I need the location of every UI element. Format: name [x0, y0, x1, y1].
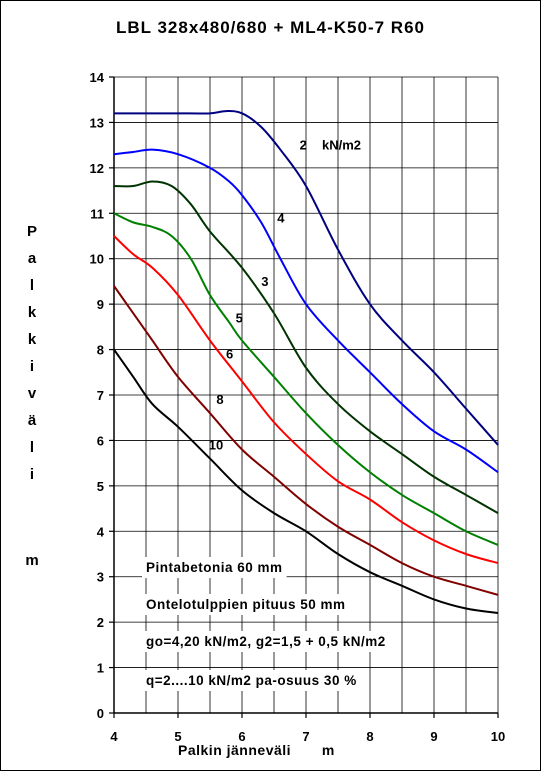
curve-label: 10 — [209, 438, 223, 453]
annotations: Pintabetonia 60 mm Ontelotulppien pituus … — [142, 557, 390, 691]
y-tick-label: 14 — [90, 70, 105, 85]
y-tick-label: 11 — [90, 206, 104, 221]
annotation-box — [142, 631, 390, 652]
series-line-6 — [113, 285, 499, 596]
y-tick-label: 3 — [97, 570, 104, 585]
x-tick-label: 6 — [238, 729, 245, 744]
x-tick-label: 4 — [110, 729, 118, 744]
annotation-box — [142, 594, 350, 615]
chart-title: LBL 328x480/680 + ML4-K50-7 R60 — [116, 18, 425, 37]
y-axis-label-letter: l — [29, 439, 35, 456]
y-tick-label: 4 — [97, 524, 105, 539]
curve-label: 2 — [300, 138, 307, 153]
y-axis-label-letter: v — [27, 385, 37, 402]
series-lines — [113, 110, 499, 615]
y-tick-label: 10 — [90, 252, 104, 267]
series-line-1 — [113, 110, 499, 446]
x-axis-unit: m — [321, 742, 335, 758]
y-axis-label-letter: k — [27, 304, 37, 321]
series-line-7 — [113, 348, 499, 615]
y-tick-label: 12 — [90, 161, 104, 176]
x-tick-label: 8 — [366, 729, 373, 744]
annotation-text: Pintabetonia 60 mm — [146, 560, 283, 575]
curve-label: 8 — [216, 392, 223, 407]
y-axis-unit: m — [25, 552, 39, 569]
x-axis-title: Palkin jänneväli — [178, 742, 292, 758]
x-tick-label: 9 — [430, 729, 437, 744]
curve-label: 5 — [236, 310, 243, 325]
y-tick-label: 6 — [97, 433, 104, 448]
y-tick-label: 2 — [97, 615, 104, 630]
y-tick-label: 5 — [97, 479, 104, 494]
x-tick-label: 10 — [491, 729, 505, 744]
curve-labels: 2 kN/m2 4 3 5 6 8 10 — [209, 138, 361, 453]
curve-label: kN/m2 — [322, 138, 361, 153]
y-axis-label-letter: l — [29, 277, 35, 294]
x-tick-label: 5 — [174, 729, 181, 744]
series-line-5 — [113, 235, 499, 565]
y-tick-label: 9 — [97, 297, 104, 312]
x-tick-label: 7 — [302, 729, 309, 744]
y-axis-label-letter: a — [27, 250, 37, 267]
y-tick-label: 7 — [97, 388, 104, 403]
y-axis-label-letter: ä — [27, 412, 37, 429]
y-axis-label-letter: i — [29, 358, 35, 375]
annotation-box — [142, 670, 361, 691]
y-axis-label-letter: P — [26, 223, 37, 240]
y-tick-label: 1 — [97, 661, 104, 676]
annotation-text: Ontelotulppien pituus 50 mm — [146, 597, 346, 612]
series-line-3 — [113, 180, 499, 514]
grid — [113, 76, 499, 714]
y-axis-label-letter: k — [27, 331, 37, 348]
annotation-text: q=2....10 kN/m2 pa-osuus 30 % — [146, 673, 357, 688]
annotation-box — [142, 557, 287, 578]
curve-label: 6 — [226, 347, 233, 362]
y-tick-label: 8 — [97, 343, 104, 358]
y-axis-label-letter: i — [29, 466, 35, 483]
annotation-text: go=4,20 kN/m2, g2=1,5 + 0,5 kN/m2 — [146, 634, 386, 649]
series-line-4 — [113, 212, 499, 546]
y-tick-label: 0 — [97, 706, 104, 721]
y-tick-label: 13 — [90, 115, 104, 130]
curve-label: 3 — [261, 274, 268, 289]
curve-label: 4 — [277, 210, 285, 225]
x-axis-label: Palkin jänneväli m — [178, 742, 335, 758]
series-line-2 — [113, 148, 499, 474]
